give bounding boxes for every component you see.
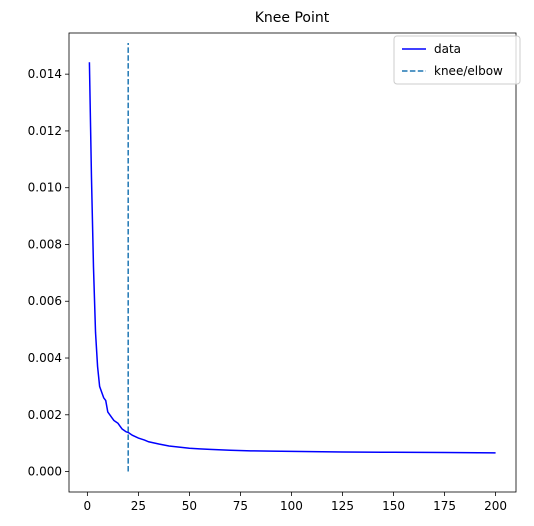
legend-box bbox=[393, 35, 521, 85]
legend: data knee/elbow bbox=[393, 35, 521, 85]
y-tick-label: 0.006 bbox=[28, 294, 62, 308]
legend-label: knee/elbow bbox=[434, 64, 503, 78]
plot-frame bbox=[68, 32, 517, 493]
x-tick-label: 125 bbox=[331, 499, 354, 513]
x-tick-label: 50 bbox=[182, 499, 197, 513]
y-tick-label: 0.010 bbox=[28, 181, 62, 195]
axes-layer: 0 25 50 75 100 125 150 175 200 0.000 0.002 0.004 0.0… bbox=[28, 32, 517, 513]
y-tick-label: 0.000 bbox=[28, 465, 62, 479]
x-tick-label: 175 bbox=[433, 499, 456, 513]
chart-title: Knee Point bbox=[255, 10, 330, 26]
x-tick-label: 25 bbox=[131, 499, 146, 513]
legend-label: data bbox=[434, 42, 461, 56]
y-tick-label: 0.008 bbox=[28, 237, 62, 251]
series-layer bbox=[88, 42, 496, 472]
x-tick-label: 150 bbox=[382, 499, 405, 513]
y-tick-label: 0.012 bbox=[28, 124, 62, 138]
y-tick-label: 0.014 bbox=[28, 67, 62, 81]
x-tick-label: 75 bbox=[233, 499, 248, 513]
x-tick-label: 100 bbox=[280, 499, 303, 513]
x-tick-label: 200 bbox=[484, 499, 507, 513]
series-line-data bbox=[88, 62, 496, 454]
x-tick-label: 0 bbox=[84, 499, 92, 513]
y-tick-label: 0.004 bbox=[28, 351, 62, 365]
y-tick-label: 0.002 bbox=[28, 408, 62, 422]
